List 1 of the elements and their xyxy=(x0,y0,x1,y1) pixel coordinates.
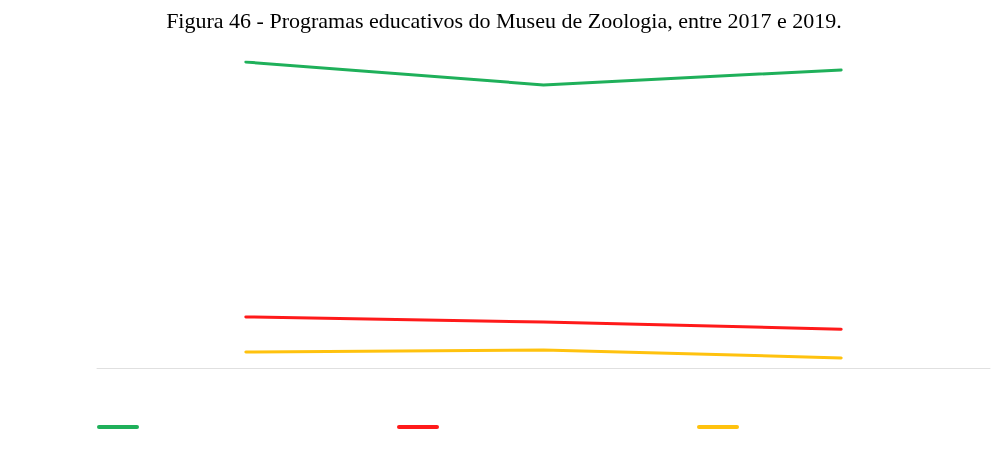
chart-title: Figura 46 - Programas educativos do Museu de Zoologia, entre 2017 e 2019. xyxy=(166,7,842,33)
